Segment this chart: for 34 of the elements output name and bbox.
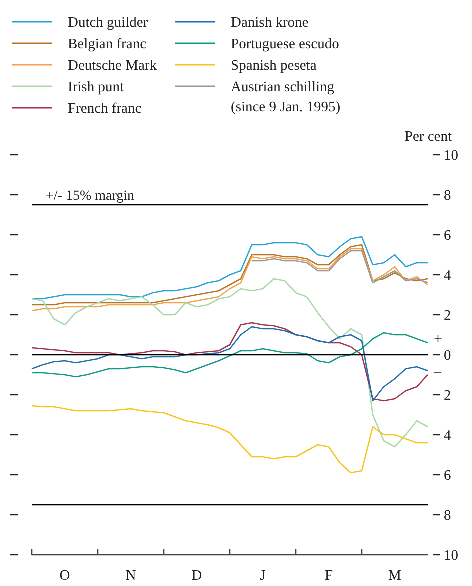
y-tick-label: 10 xyxy=(444,148,458,164)
legend-label: Belgian franc xyxy=(68,36,147,52)
legend-label: Spanish peseta xyxy=(231,58,318,74)
y-tick-label: 6 xyxy=(444,468,452,484)
text: – xyxy=(433,364,442,380)
line-series xyxy=(31,278,429,448)
y-tick-label: 0 xyxy=(444,348,452,364)
line-series xyxy=(31,405,429,474)
text: + xyxy=(434,332,442,348)
ref-line-label: +/- 15% margin xyxy=(46,189,135,204)
x-tick-label: O xyxy=(60,568,70,584)
y-tick-label: 4 xyxy=(444,268,452,284)
y-tick-label: 6 xyxy=(444,228,452,244)
x-tick-label: N xyxy=(126,568,137,584)
y-tick-label: 2 xyxy=(444,308,452,324)
legend-label: Deutsche Mark xyxy=(68,58,158,74)
legend-label: Irish punt xyxy=(68,80,124,96)
legend-label: French franc xyxy=(68,101,142,117)
legend-label: Danish krone xyxy=(231,15,309,31)
y-tick-label: 4 xyxy=(444,428,452,444)
y-tick-label: 8 xyxy=(444,508,452,524)
x-tick-label: J xyxy=(260,568,266,584)
legend-label: Portuguese escudo xyxy=(231,36,340,52)
line-series xyxy=(251,250,429,284)
x-tick-label: F xyxy=(324,568,334,584)
y-tick-label: 8 xyxy=(444,188,452,204)
legend-label: Austrian schilling (since 9 Jan. 1995) xyxy=(231,80,341,116)
y-tick-label: 10 xyxy=(444,548,458,564)
legend-label: Dutch guilder xyxy=(68,15,148,31)
x-tick-label: D xyxy=(192,568,202,584)
x-tick-label: M xyxy=(388,568,402,584)
y-tick-label: 2 xyxy=(444,388,452,404)
line-series xyxy=(31,332,429,378)
y-axis-title: Per cent xyxy=(404,129,452,145)
